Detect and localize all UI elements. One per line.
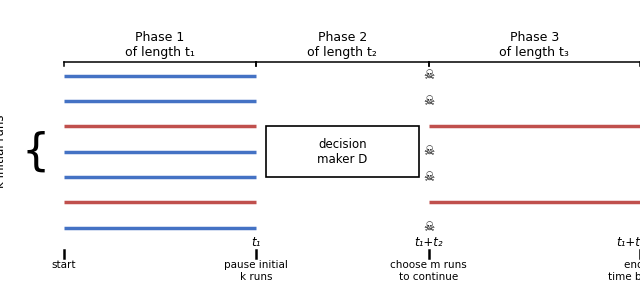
Text: k initial runs: k initial runs xyxy=(0,115,6,188)
Text: t₁: t₁ xyxy=(252,236,260,249)
Text: ☠: ☠ xyxy=(423,95,435,108)
Text: Phase 2
of length t₂: Phase 2 of length t₂ xyxy=(307,31,378,59)
Text: Phase 3
of length t₃: Phase 3 of length t₃ xyxy=(499,31,570,59)
Text: pause initial
k runs: pause initial k runs xyxy=(224,260,288,282)
Text: t₁+t₂: t₁+t₂ xyxy=(415,236,443,249)
Text: t₁+t₂+t₃: t₁+t₂+t₃ xyxy=(616,236,640,249)
Text: decision
maker D: decision maker D xyxy=(317,138,367,166)
Text: ☠: ☠ xyxy=(423,145,435,158)
Text: choose m runs
to continue: choose m runs to continue xyxy=(390,260,467,282)
Text: Phase 1
of length t₁: Phase 1 of length t₁ xyxy=(125,31,195,59)
Text: ☠: ☠ xyxy=(423,171,435,183)
Text: {: { xyxy=(21,130,49,173)
Text: end of
time budget: end of time budget xyxy=(608,260,640,282)
FancyBboxPatch shape xyxy=(266,127,419,177)
Text: start: start xyxy=(52,260,76,270)
Text: ☠: ☠ xyxy=(423,69,435,82)
Text: ☠: ☠ xyxy=(423,221,435,234)
